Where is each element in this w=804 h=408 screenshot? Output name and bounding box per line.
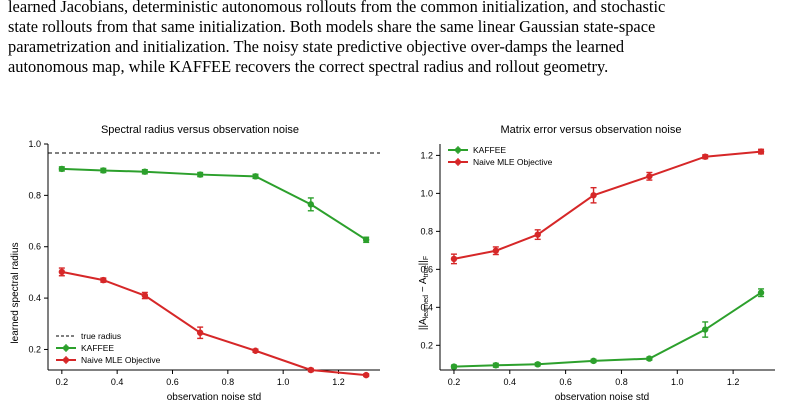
data-point [534,231,541,238]
data-point [100,276,107,284]
y-tick-label: 0.2 [28,344,41,354]
data-point [757,148,765,155]
legend-label: Naive MLE Objective [81,355,161,365]
data-point [646,355,653,362]
data-point [362,236,370,243]
data-point [492,247,500,254]
paragraph-line: autonomous map, while KAFFEE recovers th… [8,57,609,76]
series-line [453,291,762,368]
y-tick-label: 0.8 [420,226,433,236]
x-tick-label: 1.0 [277,377,290,387]
x-axis-label: observation noise std [555,392,650,403]
y-tick-label: 0.4 [28,293,41,303]
data-point [141,168,149,175]
legend-label: KAFFEE [81,343,114,353]
y-tick-label: 1.0 [420,188,433,198]
x-tick-label: 1.0 [671,377,684,387]
x-tick-label: 0.2 [56,377,69,387]
x-tick-label: 0.4 [504,377,517,387]
figure-svg: Spectral radius versus observation noise… [10,124,775,403]
legend-swatch-marker [63,357,69,363]
legend-label: KAFFEE [473,145,506,155]
figure: Spectral radius versus observation noise… [0,110,804,408]
x-tick-label: 0.4 [111,377,124,387]
data-point [534,361,541,368]
y-tick-label: 1.2 [420,150,433,160]
data-point [702,326,709,333]
x-tick-label: 0.6 [166,377,179,387]
data-point [362,371,370,379]
body-paragraph: learned Jacobians, deterministic autonom… [8,0,798,77]
legend-label: true radius [81,331,121,341]
data-point [196,171,204,178]
paragraph-line: state rollouts from that same initializa… [8,17,656,36]
chart-title: Matrix error versus observation noise [501,124,682,136]
y-tick-label: 0.4 [420,302,433,312]
data-point [590,357,597,365]
legend-swatch-marker [63,345,69,351]
x-axis-label: observation noise std [167,392,262,403]
legend-label: Naive MLE Objective [473,157,553,167]
chart-title: Spectral radius versus observation noise [101,124,299,136]
data-point [450,363,458,370]
data-point [252,173,259,180]
data-point [58,268,66,276]
series-line [61,167,367,241]
y-tick-label: 0.6 [28,242,41,252]
y-tick-label: 0.8 [28,190,41,200]
x-tick-label: 1.2 [332,377,345,387]
data-point [58,165,66,173]
data-point [100,167,107,174]
legend-swatch-marker [455,159,461,165]
data-point [307,366,315,374]
matrix-error-chart: Matrix error versus observation noise ob… [418,124,775,403]
data-point [196,329,204,336]
x-tick-label: 0.2 [448,377,461,387]
x-tick-label: 0.8 [222,377,235,387]
paragraph-line: parametrization and initialization. The … [8,37,625,56]
y-axis-label: learned spectral radius [10,242,21,343]
y-tick-label: 0.2 [420,340,433,350]
data-point [307,201,315,208]
data-point [450,255,458,263]
paragraph-line: learned Jacobians, deterministic autonom… [8,0,666,16]
data-point [702,153,709,160]
data-point [590,192,597,199]
spectral-radius-chart: Spectral radius versus observation noise… [10,124,380,403]
x-tick-label: 0.8 [615,377,628,387]
data-point [492,362,500,369]
x-tick-label: 1.2 [727,377,740,387]
series-line [453,150,762,260]
data-point [757,289,765,296]
data-point [141,292,149,299]
data-point [646,173,653,180]
y-tick-label: 1.0 [28,139,41,149]
y-tick-label: 0.6 [420,264,433,274]
legend-swatch-marker [455,147,461,153]
x-tick-label: 0.6 [559,377,572,387]
data-point [252,347,259,354]
